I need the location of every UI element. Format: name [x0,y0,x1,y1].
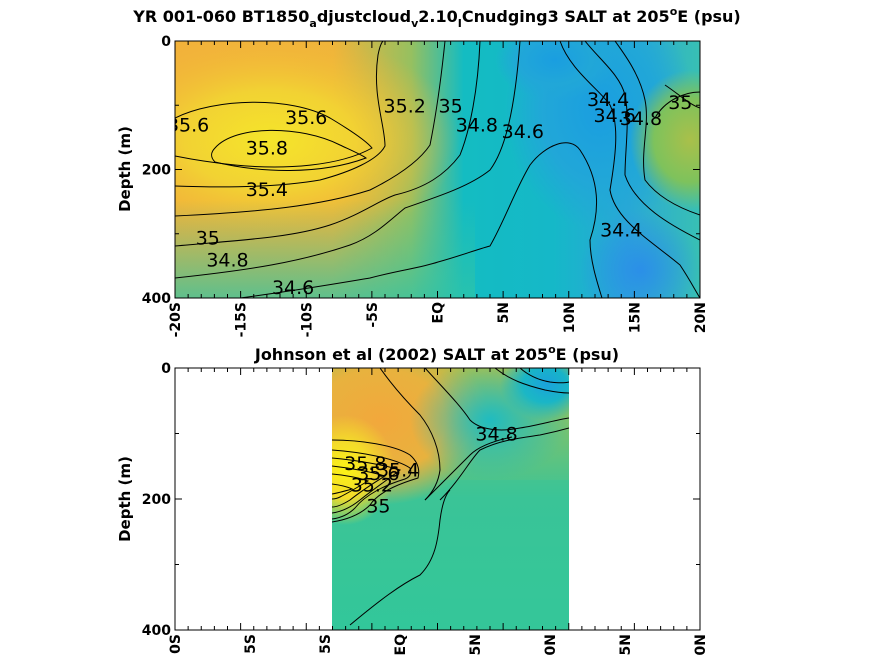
x-tick-label: 5N [468,634,484,655]
top-x-tick-labels: -20S -15S -10S -5S EQ 5N 10N 15N 20N [168,302,709,337]
x-tick-label: 5N [618,634,634,655]
contour-label: 35.4 [246,179,288,201]
y-tick-label: 400 [142,291,171,307]
contour-label: 34.6 [272,277,314,299]
contour-label: 35 [668,92,692,114]
top-contours [175,41,700,298]
contour-label: 34.6 [594,105,636,127]
bottom-y-axis-label: Depth (m) [116,456,134,542]
top-y-tick-labels: 0 200 400 [142,34,171,307]
x-tick-label: 5S [243,634,259,654]
x-tick-label: EQ [393,634,409,656]
x-tick-label: 0N [543,634,559,655]
y-tick-label: 0 [161,34,171,50]
contour-label: 35 [196,228,220,250]
contour-label: 35.2 [384,95,426,117]
x-tick-label: 0N [693,634,709,655]
bottom-x-tick-labels: 0S 5S 5S EQ 5N 0N 5N 0N [168,634,709,656]
contour-label: 35.2 [351,475,393,497]
contour-label: 34.8 [475,424,517,446]
contour-label: 35.6 [167,115,209,137]
contour-label: 35 [439,95,463,117]
bottom-chart-title: Johnson et al (2002) SALT at 205oE (psu) [254,343,619,364]
contour-label: 34.6 [502,121,544,143]
x-tick-label: 20N [693,302,709,333]
contour-label: 34.8 [206,249,248,271]
top-y-axis-label: Depth (m) [116,126,134,212]
contour-label: 35 [366,496,390,518]
x-tick-label: 10N [562,302,578,333]
contour-label: 35.6 [357,463,399,485]
x-tick-label: EQ [431,302,447,324]
contour-label: 34.8 [456,115,498,137]
bottom-ticks [174,367,701,631]
top-chart-title: YR 001-060 BT1850adjustcloudv2.10ICnudgi… [132,5,741,30]
y-tick-label: 0 [161,361,171,377]
x-tick-label: 5N [496,302,512,323]
x-tick-label: -5S [365,302,381,328]
contour-label: 34.4 [587,89,629,111]
bottom-contours [332,368,569,626]
y-tick-label: 400 [142,623,171,639]
bottom-y-tick-labels: 0 200 400 [142,361,171,639]
x-tick-label: 5S [318,634,334,654]
contour-label: 35.8 [344,453,386,475]
contour-label: 35.8 [246,138,288,160]
top-ticks [174,40,701,299]
x-tick-label: -15S [234,302,250,337]
x-tick-label: -10S [299,302,315,337]
contour-label: 35.6 [285,107,327,129]
x-tick-label: 0S [168,634,184,654]
contour-label: 34.4 [600,219,642,241]
contour-label: 34.8 [620,108,662,130]
y-tick-label: 200 [142,163,171,179]
y-tick-label: 200 [142,492,171,508]
x-tick-label: -20S [168,302,184,337]
contour-label: 35.4 [377,460,419,482]
x-tick-label: 15N [627,302,643,333]
